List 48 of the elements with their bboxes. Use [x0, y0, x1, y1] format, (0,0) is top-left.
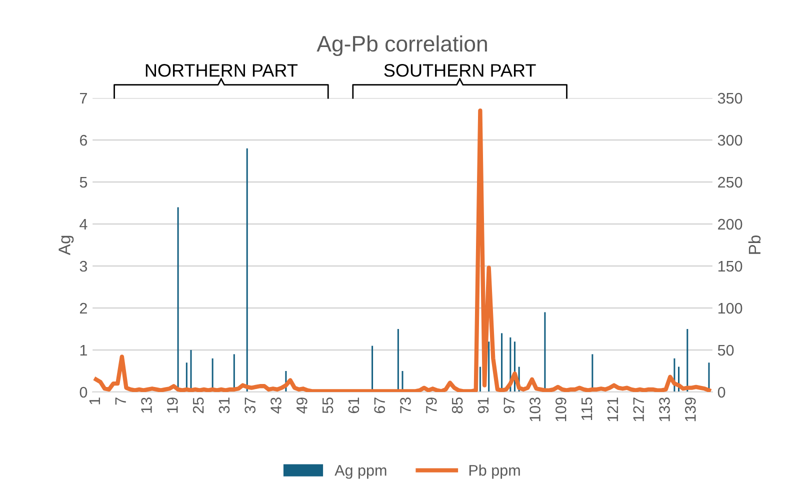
- x-tick-label: 73: [400, 398, 411, 414]
- x-tick-label: 67: [374, 398, 386, 414]
- x-tick-label: 79: [426, 398, 437, 414]
- y-tick-label: 0: [80, 386, 88, 398]
- legend-label: Ag ppm: [334, 465, 386, 479]
- x-tick-label: 103: [530, 398, 540, 422]
- x-tick-label: 7: [115, 398, 126, 405]
- line-series: [94, 108, 712, 392]
- y2-axis-title: Pb: [748, 236, 761, 254]
- y-tick-label: 1: [80, 345, 87, 356]
- text: NORTHERN PART: [146, 64, 298, 77]
- x-tick-label: 13: [141, 398, 152, 413]
- y2-tick-label: 150: [718, 260, 742, 272]
- x-tick-label: 1: [89, 398, 100, 404]
- x-tick-label: 85: [452, 398, 463, 414]
- legend-label: Pb ppm: [469, 464, 520, 479]
- chart-title: Ag-Pb correlation: [316, 35, 487, 56]
- y-tick-label: 6: [80, 134, 88, 146]
- x-tick-label: 91: [478, 398, 489, 414]
- x-tick-label: 133: [659, 398, 670, 422]
- x-tick-label: 49: [296, 398, 308, 414]
- y-tick-label: 4: [80, 219, 88, 230]
- x-tick-label: 55: [322, 398, 334, 414]
- y2-tick-label: 300: [718, 134, 742, 146]
- x-tick-label: 31: [218, 398, 230, 414]
- x-tick-label: 115: [582, 398, 592, 420]
- x-tick-label: 127: [633, 398, 644, 422]
- y2-tick-label: 200: [718, 218, 742, 230]
- x-tick-label: 121: [607, 398, 618, 422]
- x-tick-label: 25: [192, 398, 204, 414]
- y-tick-label: 7: [80, 93, 87, 104]
- text: SOUTHERN PART: [384, 64, 536, 77]
- y2-tick-label: 350: [718, 92, 742, 104]
- x-tick-label: 139: [684, 398, 696, 422]
- y-axis-title: Ag: [58, 236, 74, 256]
- y-tick-label: 3: [80, 260, 88, 272]
- y2-tick-label: 50: [718, 344, 734, 356]
- x-tick-label: 109: [555, 398, 566, 422]
- x-tick-label: 43: [270, 398, 282, 414]
- y-tick-label: 5: [80, 177, 88, 188]
- x-tick-label: 97: [504, 398, 515, 414]
- y2-tick-label: 100: [718, 302, 742, 314]
- y2-tick-label: 0: [718, 386, 726, 398]
- y-tick-label: 2: [80, 302, 87, 314]
- x-tick-label: 19: [167, 398, 178, 413]
- x-tick-label: 61: [348, 398, 360, 414]
- y2-tick-label: 250: [718, 176, 742, 188]
- x-tick-label: 37: [244, 398, 256, 414]
